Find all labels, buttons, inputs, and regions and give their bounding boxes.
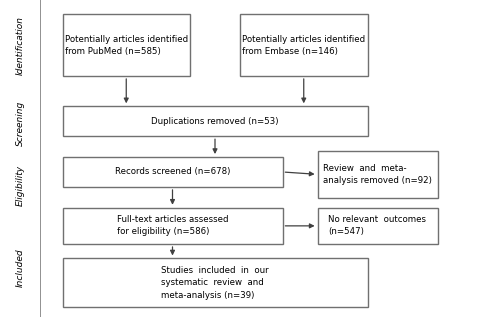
FancyBboxPatch shape [62, 258, 368, 307]
Text: Review  and  meta-
analysis removed (n=92): Review and meta- analysis removed (n=92) [323, 164, 432, 185]
Text: Eligibility: Eligibility [16, 165, 24, 206]
FancyBboxPatch shape [62, 157, 282, 187]
FancyBboxPatch shape [240, 14, 368, 76]
FancyBboxPatch shape [62, 208, 282, 244]
Text: Potentially articles identified
from Embase (n=146): Potentially articles identified from Emb… [242, 35, 366, 56]
Text: No relevant  outcomes
(n=547): No relevant outcomes (n=547) [328, 215, 426, 236]
Text: Identification: Identification [16, 16, 24, 74]
FancyBboxPatch shape [62, 14, 190, 76]
Text: Included: Included [16, 249, 24, 287]
FancyBboxPatch shape [318, 151, 438, 198]
Text: Records screened (n=678): Records screened (n=678) [115, 167, 230, 177]
Text: Duplications removed (n=53): Duplications removed (n=53) [151, 117, 279, 126]
FancyBboxPatch shape [62, 106, 368, 136]
Text: Screening: Screening [16, 101, 24, 146]
Text: Potentially articles identified
from PubMed (n=585): Potentially articles identified from Pub… [64, 35, 188, 56]
Text: Full-text articles assessed
for eligibility (n=586): Full-text articles assessed for eligibil… [117, 215, 228, 236]
FancyBboxPatch shape [318, 208, 438, 244]
Text: Studies  included  in  our
systematic  review  and
meta-analysis (n=39): Studies included in our systematic revie… [161, 266, 269, 300]
